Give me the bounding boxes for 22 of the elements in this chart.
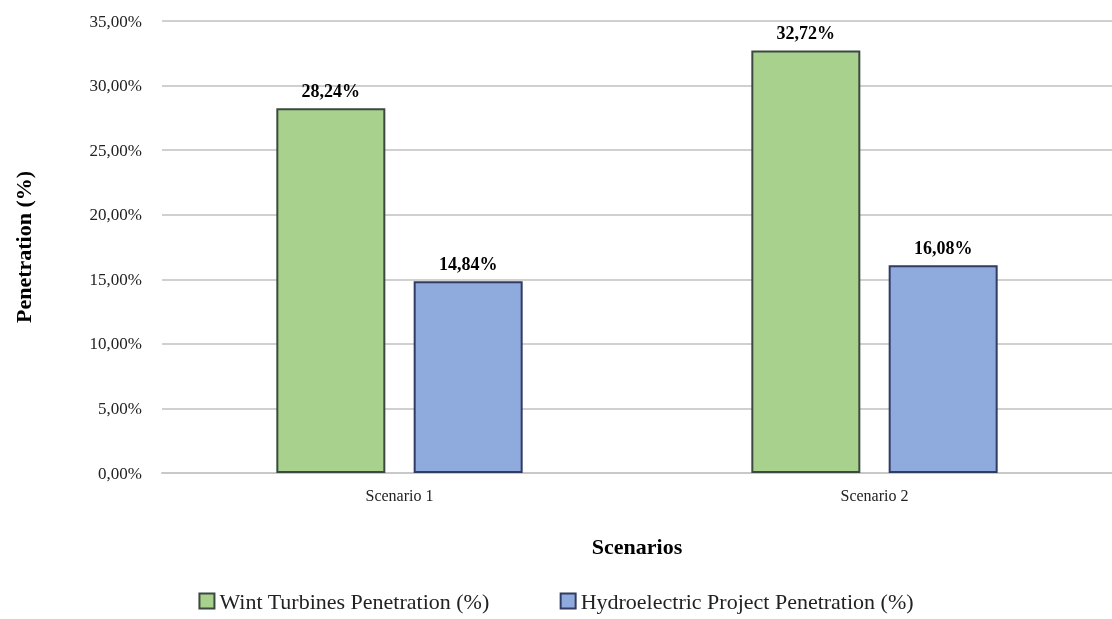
- legend-label: Wint Turbines Penetration (%): [219, 588, 490, 614]
- bar: [413, 281, 523, 473]
- bar: [276, 108, 386, 473]
- data-label: 14,84%: [438, 254, 498, 275]
- y-tick-label: 35,00%: [89, 11, 142, 31]
- y-tick-label: 15,00%: [89, 269, 142, 289]
- data-label: 28,24%: [301, 81, 361, 102]
- x-tick-label: Scenario 1: [365, 486, 434, 504]
- y-tick-label: 20,00%: [89, 205, 142, 225]
- bar: [888, 265, 998, 473]
- y-tick-label: 0,00%: [98, 463, 142, 483]
- y-tick-label: 25,00%: [89, 140, 142, 160]
- x-axis-title: Scenarios: [591, 533, 683, 559]
- bar: [751, 50, 861, 473]
- y-tick-label: 30,00%: [89, 76, 142, 96]
- legend-label: Hydroelectric Project Penetration (%): [580, 588, 914, 614]
- y-axis-title: Penetration (%): [10, 170, 36, 324]
- y-tick-label: 5,00%: [98, 398, 142, 418]
- x-tick-label: Scenario 2: [840, 486, 909, 504]
- y-tick-label: 10,00%: [89, 334, 142, 354]
- data-label: 16,08%: [913, 238, 973, 259]
- data-label: 32,72%: [776, 23, 836, 44]
